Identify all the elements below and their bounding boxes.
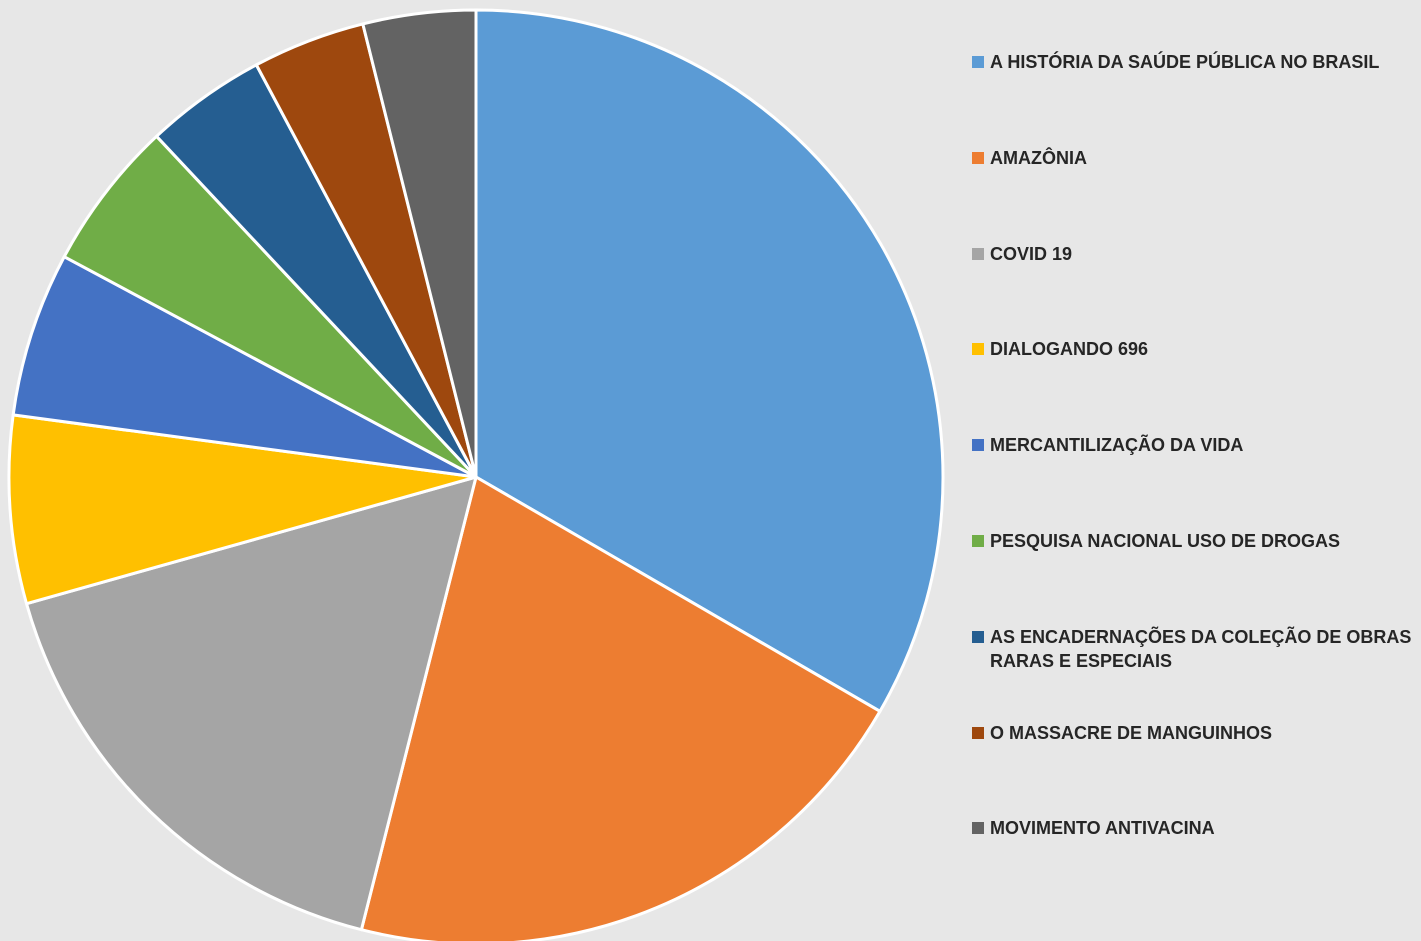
legend-swatch xyxy=(972,151,984,164)
legend-swatch xyxy=(972,247,984,260)
legend-swatch xyxy=(972,535,984,547)
legend-item: MERCANTILIZAÇÃO DA VIDA xyxy=(972,433,1421,457)
legend-item: COVID 19 xyxy=(972,242,1421,266)
pie-slice xyxy=(24,475,478,932)
legend-label: MERCANTILIZAÇÃO DA VIDA xyxy=(990,435,1244,456)
legend-swatch xyxy=(972,726,984,739)
legend-swatch xyxy=(972,630,984,643)
legend-item: DIALOGANDO 696 xyxy=(972,337,1421,361)
legend-label: AMAZÔNIA xyxy=(990,147,1087,168)
legend-item: PESQUISA NACIONAL USO DE DROGAS xyxy=(972,529,1421,553)
pie-slice xyxy=(474,8,945,713)
pie-slice xyxy=(11,255,478,479)
pie-slice xyxy=(62,134,478,479)
legend-swatch xyxy=(972,343,984,356)
legend-label: A HISTÓRIA DA SAÚDE PÚBLICA NO BRASIL xyxy=(990,52,1380,72)
legend-label: COVID 19 xyxy=(990,243,1073,264)
legend-swatch xyxy=(972,56,984,68)
legend-item: MOVIMENTO ANTIVACINA xyxy=(972,816,1421,840)
legend-label: MOVIMENTO ANTIVACINA xyxy=(990,818,1215,839)
legend-swatch xyxy=(972,439,984,452)
chart xyxy=(7,8,945,941)
pie-slice xyxy=(359,475,882,941)
legend-swatch xyxy=(972,822,984,835)
legend-label: AS ENCADERNAÇÕES DA COLEÇÃO DE OBRAS RAR… xyxy=(990,626,1412,671)
legend-label: O MASSACRE DE MANGUINHOS xyxy=(990,722,1273,743)
pie-slice xyxy=(361,8,478,479)
legend-label: DIALOGANDO 696 xyxy=(990,339,1149,360)
legend-item: AMAZÔNIA xyxy=(972,146,1421,170)
legend-label: PESQUISA NACIONAL USO DE DROGAS xyxy=(990,531,1341,551)
legend-item: O MASSACRE DE MANGUINHOS xyxy=(972,721,1421,745)
legend-item: AS ENCADERNAÇÕES DA COLEÇÃO DE OBRAS RAR… xyxy=(972,625,1421,673)
legend-item: A HISTÓRIA DA SAÚDE PÚBLICA NO BRASIL xyxy=(972,50,1421,74)
